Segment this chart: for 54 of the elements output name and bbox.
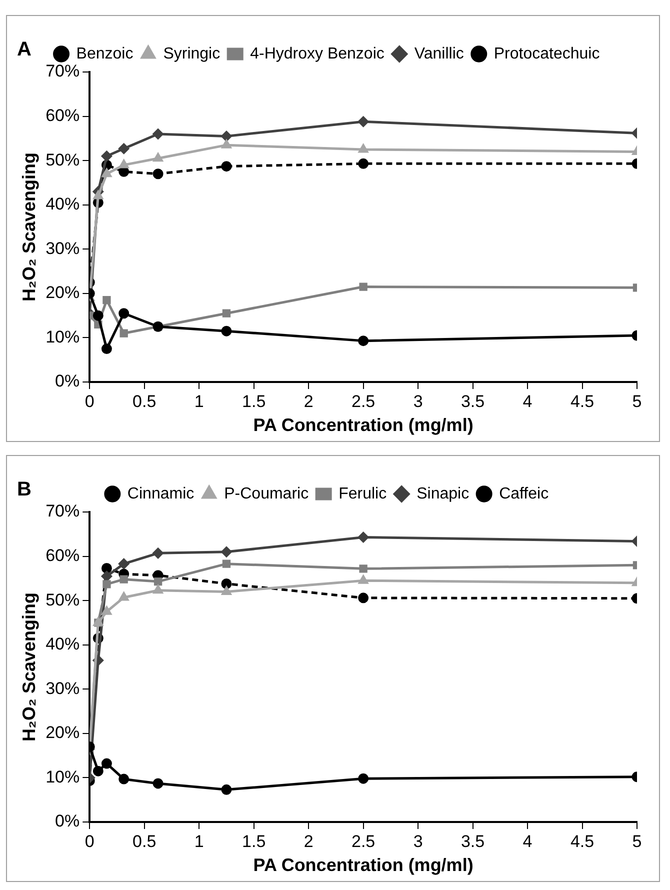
y-tick-label: 10% <box>46 327 80 346</box>
chart-title: B <box>17 478 32 501</box>
x-axis-title: PA Concentration (mg/ml) <box>253 415 474 436</box>
y-tick-label: 0% <box>55 812 80 831</box>
x-tick-label: 1.5 <box>242 392 266 411</box>
x-tick-label: 3.5 <box>460 832 485 851</box>
x-tick-label: 5 <box>632 832 642 851</box>
x-tick-label: 1 <box>194 832 204 851</box>
y-axis-title: H₂O₂ Scavenging <box>18 152 39 302</box>
legend-label: 4-Hydroxy Benzoic <box>250 45 384 62</box>
legend-label: P-Coumaric <box>224 485 309 502</box>
x-tick-label: 3.5 <box>460 392 485 411</box>
x-tick-label: 1.5 <box>242 832 266 851</box>
x-tick-label: 0 <box>84 392 94 411</box>
y-tick-label: 70% <box>46 502 80 521</box>
x-tick-label: 1 <box>194 392 204 411</box>
legend-label: Cinnamic <box>127 485 194 502</box>
x-tick-label: 3 <box>413 832 423 851</box>
x-tick-label: 5 <box>632 392 642 411</box>
y-tick-label: 0% <box>55 372 80 391</box>
y-tick-label: 50% <box>46 590 80 610</box>
x-tick-label: 2 <box>304 832 314 851</box>
y-tick-label: 20% <box>46 283 80 302</box>
y-tick-label: 60% <box>46 546 80 565</box>
x-tick-label: 2.5 <box>351 832 376 851</box>
x-tick-label: 0 <box>84 832 94 851</box>
x-tick-label: 0.5 <box>132 832 156 851</box>
x-tick-label: 2 <box>304 392 314 411</box>
x-tick-label: 0.5 <box>132 392 156 411</box>
x-tick-label: 4 <box>522 392 532 411</box>
chart-title: A <box>17 38 32 61</box>
y-axis-title: H₂O₂ Scavenging <box>18 592 39 742</box>
legend-label: Benzoic <box>76 45 134 62</box>
legend-label: Protocatechuic <box>494 45 600 62</box>
legend-label: Syringic <box>163 45 220 62</box>
x-tick-label: 2.5 <box>351 392 376 411</box>
y-tick-label: 60% <box>46 106 80 125</box>
y-tick-label: 10% <box>46 767 80 786</box>
y-tick-label: 30% <box>46 678 80 698</box>
x-tick-label: 3 <box>413 392 423 411</box>
y-tick-label: 50% <box>46 150 80 170</box>
y-tick-label: 40% <box>46 194 80 214</box>
x-axis-title: PA Concentration (mg/ml) <box>253 855 474 876</box>
x-tick-label: 4 <box>522 832 532 851</box>
x-tick-label: 4.5 <box>570 392 594 411</box>
y-tick-label: 70% <box>46 62 80 81</box>
legend-label: Caffeic <box>499 485 549 502</box>
legend-label: Ferulic <box>338 485 387 502</box>
legend-label: Sinapic <box>416 485 470 502</box>
y-tick-label: 20% <box>46 723 80 742</box>
y-tick-label: 40% <box>46 634 80 654</box>
x-tick-label: 4.5 <box>570 832 594 851</box>
y-tick-label: 30% <box>46 238 80 258</box>
legend-label: Vanillic <box>414 45 464 62</box>
